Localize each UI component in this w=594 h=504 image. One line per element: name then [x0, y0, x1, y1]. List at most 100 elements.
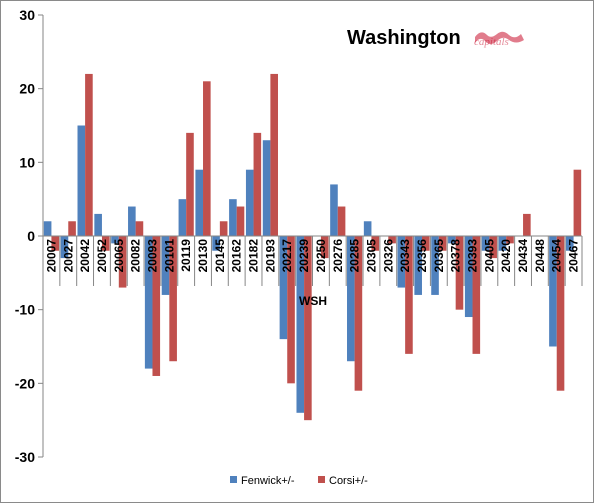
- bar-corsi-20285: [354, 236, 363, 391]
- x-category-label: 20250: [314, 239, 328, 273]
- bar-fenwick-20365: [431, 236, 439, 295]
- x-category-label: 20101: [162, 239, 176, 273]
- legend-swatch-fenwick: [230, 476, 237, 483]
- bar-corsi-20082: [135, 221, 144, 236]
- x-category-label: 20052: [95, 239, 109, 273]
- capitals-wordmark-icon: [475, 31, 524, 44]
- x-category-label: 20326: [381, 239, 395, 273]
- bar-corsi-20042: [85, 73, 93, 237]
- x-category-label: 20217: [280, 239, 294, 273]
- x-category-label: 20343: [398, 239, 412, 273]
- bar-corsi-20007: [51, 236, 60, 251]
- x-category-label: 20434: [516, 239, 530, 273]
- bar-corsi-20119: [186, 132, 194, 236]
- bars-layer: [43, 73, 582, 421]
- bar-fenwick-20239: [296, 236, 305, 413]
- bar-fenwick-20007: [43, 221, 52, 236]
- y-tick-label: 10: [19, 154, 35, 170]
- x-category-label: 20365: [432, 239, 446, 273]
- x-category-label: 20448: [533, 239, 547, 273]
- bar-fenwick-20093: [144, 236, 153, 369]
- bar-corsi-20239: [304, 236, 312, 421]
- bar-fenwick-20393: [464, 236, 473, 318]
- bar-corsi-20027: [68, 221, 76, 236]
- bar-fenwick-20027: [60, 236, 69, 259]
- x-category-label: 20119: [179, 239, 193, 272]
- x-category-label: 20027: [61, 239, 75, 273]
- bar-corsi-20052: [101, 236, 110, 251]
- chart-title: Washington: [347, 27, 461, 49]
- bar-corsi-20326: [388, 236, 396, 244]
- y-tick-label: 0: [27, 228, 35, 244]
- x-category-label: 20378: [449, 239, 463, 273]
- x-category-label: 20042: [78, 239, 92, 273]
- bar-corsi-20467: [573, 169, 582, 236]
- bar-corsi-20276: [337, 206, 346, 236]
- legend-label-fenwick: Fenwick+/-: [241, 475, 295, 487]
- bar-fenwick-20182: [245, 169, 254, 236]
- x-category-label: 20454: [550, 239, 564, 273]
- bar-fenwick-20420: [498, 236, 507, 251]
- bar-fenwick-20052: [94, 213, 102, 236]
- bar-fenwick-20356: [414, 236, 422, 295]
- bar-corsi-20250: [320, 236, 329, 259]
- bar-corsi-20365: [438, 236, 447, 251]
- x-category-label: 20082: [129, 239, 143, 273]
- legend-swatch-corsi: [318, 476, 325, 483]
- bar-fenwick-20145: [212, 236, 220, 251]
- y-tick-label: -20: [15, 375, 35, 391]
- bar-corsi-20343: [405, 236, 413, 354]
- x-category-label: 20130: [196, 239, 210, 273]
- bar-corsi-20093: [152, 236, 161, 376]
- x-category-label: 20065: [112, 239, 126, 273]
- x-category-label: 20285: [348, 239, 362, 273]
- legend: Fenwick+/- Corsi+/-: [230, 475, 368, 487]
- capitals-logo-text: capitals: [474, 36, 509, 48]
- bar-corsi-20217: [287, 236, 295, 384]
- x-category-label: 20145: [213, 239, 227, 273]
- y-tick-label: -30: [15, 449, 35, 465]
- x-category-label: 20356: [415, 239, 429, 273]
- bar-fenwick-20405: [481, 236, 490, 251]
- bar-corsi-20305: [371, 236, 380, 251]
- x-category-label: 20305: [364, 239, 378, 273]
- bar-corsi-20182: [253, 132, 262, 236]
- bar-fenwick-20378: [448, 236, 456, 244]
- bar-fenwick-20467: [565, 236, 574, 251]
- x-category-label: 20182: [247, 239, 261, 273]
- x-category-label: 20467: [567, 239, 581, 273]
- bar-corsi-20162: [236, 206, 245, 236]
- bar-corsi-20101: [169, 236, 177, 362]
- y-tick-label: 30: [19, 7, 35, 23]
- x-category-label: 20393: [466, 239, 480, 273]
- bar-fenwick-20082: [128, 206, 136, 236]
- bar-corsi-20434: [523, 213, 531, 236]
- bar-corsi-20193: [270, 73, 278, 237]
- bar-fenwick-20042: [77, 125, 86, 236]
- x-category-label: 20239: [297, 239, 311, 273]
- bar-corsi-20454: [556, 236, 565, 391]
- category-labels-layer: 20007 20027 20042 20052 20065 20082 20093 20101…: [44, 239, 580, 273]
- x-category-label: 20405: [482, 239, 496, 273]
- x-category-label: 20420: [499, 239, 513, 273]
- bar-corsi-20145: [219, 221, 228, 236]
- bar-fenwick-20276: [330, 184, 338, 236]
- bar-fenwick-20217: [279, 236, 288, 340]
- capitals-logo: capitals: [474, 31, 524, 48]
- bar-fenwick-20285: [347, 236, 355, 362]
- bar-corsi-20378: [455, 236, 464, 310]
- bar-corsi-20405: [489, 236, 497, 259]
- bar-fenwick-20065: [111, 236, 119, 244]
- y-tick-label: -10: [15, 302, 35, 318]
- bar-corsi-20393: [472, 236, 481, 354]
- y-tick-label: 20: [19, 81, 35, 97]
- bar-fenwick-20343: [397, 236, 406, 288]
- bar-fenwick-20130: [195, 169, 204, 236]
- legend-label-corsi: Corsi+/-: [329, 475, 368, 487]
- bar-corsi-20420: [506, 236, 514, 244]
- x-category-label: 20193: [263, 239, 277, 273]
- bar-fenwick-20305: [363, 221, 372, 236]
- x-category-label: 20007: [44, 239, 58, 273]
